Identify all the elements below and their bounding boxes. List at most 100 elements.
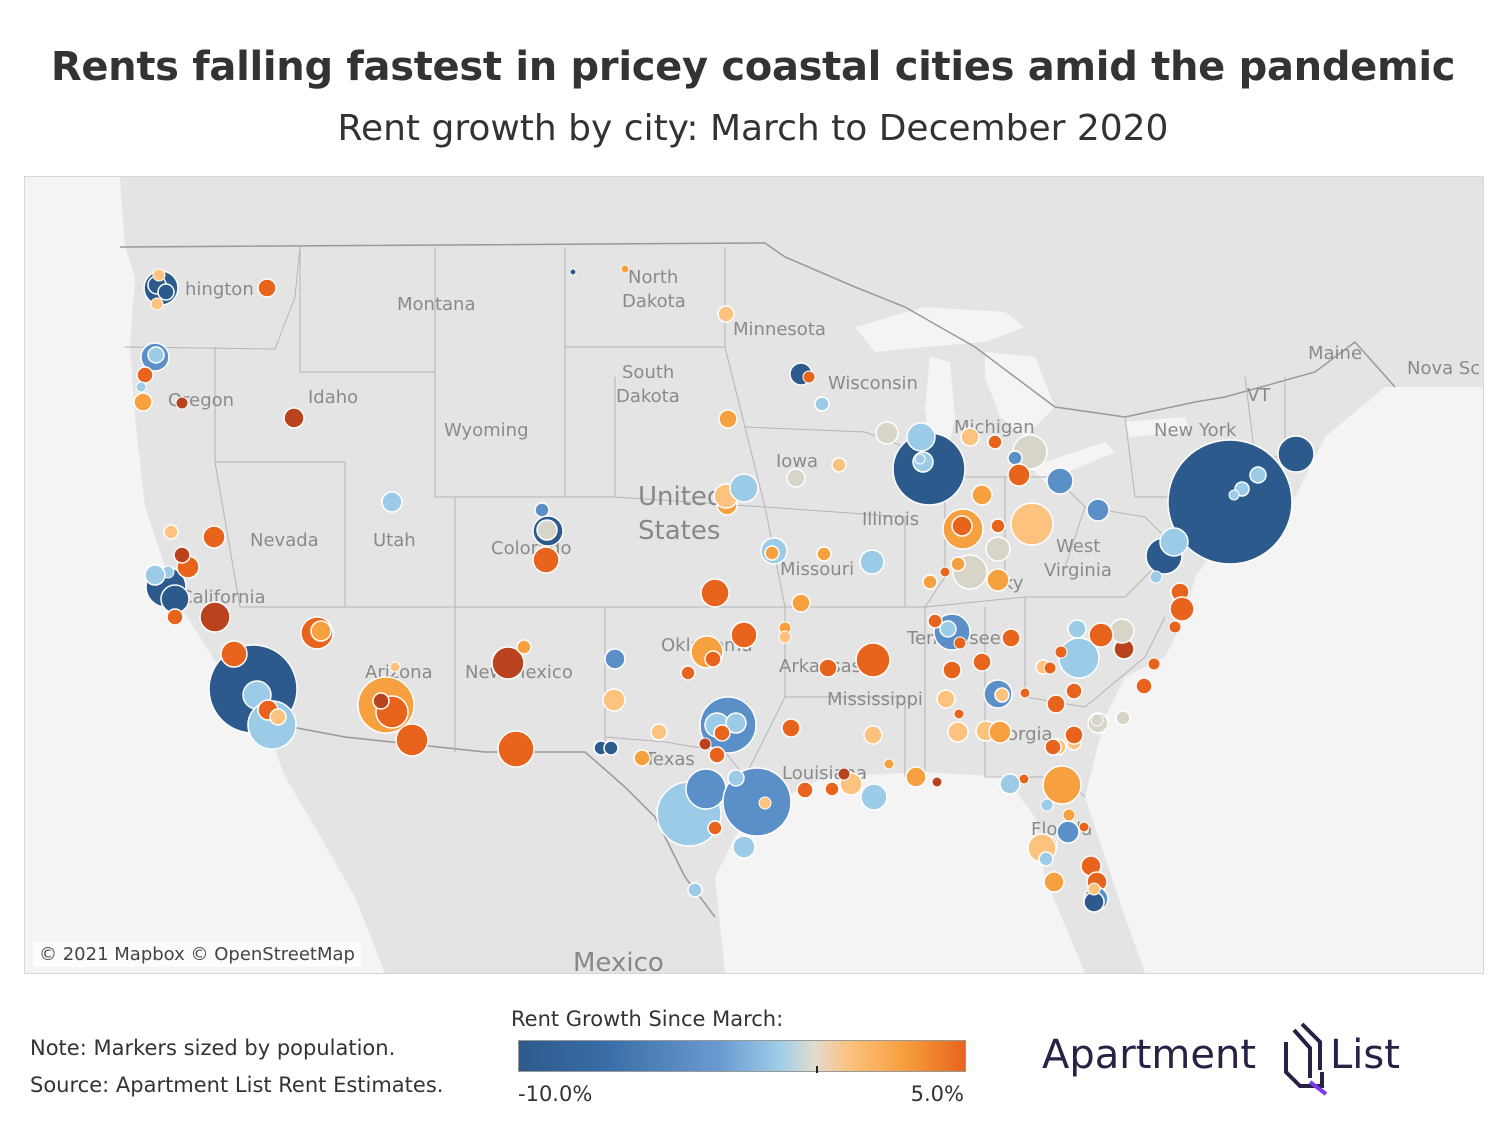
city-marker[interactable] bbox=[136, 366, 154, 384]
city-marker[interactable] bbox=[1046, 467, 1074, 495]
city-marker[interactable] bbox=[936, 689, 956, 709]
city-marker[interactable] bbox=[732, 835, 756, 859]
city-marker[interactable] bbox=[144, 564, 166, 586]
city-marker[interactable] bbox=[536, 519, 558, 541]
city-marker[interactable] bbox=[175, 396, 189, 410]
city-marker[interactable] bbox=[395, 723, 429, 757]
city-marker[interactable] bbox=[764, 545, 780, 561]
city-marker[interactable] bbox=[1147, 657, 1161, 671]
city-marker[interactable] bbox=[707, 820, 723, 836]
city-marker[interactable] bbox=[905, 766, 927, 788]
city-marker[interactable] bbox=[994, 687, 1010, 703]
city-marker[interactable] bbox=[863, 725, 883, 745]
city-marker[interactable] bbox=[730, 621, 758, 649]
city-marker[interactable] bbox=[708, 746, 726, 764]
city-marker[interactable] bbox=[163, 524, 179, 540]
city-marker[interactable] bbox=[1064, 725, 1084, 745]
city-marker[interactable] bbox=[906, 422, 936, 452]
city-marker[interactable] bbox=[497, 730, 535, 768]
city-marker[interactable] bbox=[516, 639, 532, 655]
city-marker[interactable] bbox=[931, 776, 943, 788]
city-marker[interactable] bbox=[859, 549, 885, 575]
city-marker[interactable] bbox=[680, 665, 696, 681]
city-marker[interactable] bbox=[603, 740, 619, 756]
city-marker[interactable] bbox=[604, 648, 626, 670]
city-marker[interactable] bbox=[1228, 489, 1240, 501]
city-marker[interactable] bbox=[987, 434, 1003, 450]
city-marker[interactable] bbox=[990, 518, 1006, 534]
city-marker[interactable] bbox=[1044, 738, 1062, 756]
city-marker[interactable] bbox=[310, 620, 332, 642]
city-marker[interactable] bbox=[1007, 463, 1031, 487]
city-marker[interactable] bbox=[802, 370, 816, 384]
city-marker[interactable] bbox=[972, 652, 992, 672]
city-marker[interactable] bbox=[147, 346, 165, 364]
city-marker[interactable] bbox=[1046, 694, 1066, 714]
city-marker[interactable] bbox=[950, 556, 966, 572]
city-marker[interactable] bbox=[939, 620, 957, 638]
city-marker[interactable] bbox=[1088, 622, 1114, 648]
city-marker[interactable] bbox=[372, 692, 390, 710]
city-marker[interactable] bbox=[831, 457, 847, 473]
city-marker[interactable] bbox=[534, 502, 550, 518]
city-marker[interactable] bbox=[1065, 682, 1083, 700]
city-marker[interactable] bbox=[1040, 798, 1054, 812]
city-marker[interactable] bbox=[700, 578, 730, 608]
city-marker[interactable] bbox=[1062, 808, 1076, 822]
city-marker[interactable] bbox=[1001, 628, 1021, 648]
city-marker[interactable] bbox=[269, 708, 287, 726]
city-marker[interactable] bbox=[717, 305, 735, 323]
city-marker[interactable] bbox=[569, 268, 577, 276]
city-marker[interactable] bbox=[1135, 677, 1153, 695]
city-marker[interactable] bbox=[713, 724, 731, 742]
city-marker[interactable] bbox=[1109, 618, 1135, 644]
city-marker[interactable] bbox=[837, 767, 851, 781]
city-marker[interactable] bbox=[988, 720, 1012, 744]
city-marker[interactable] bbox=[1007, 450, 1023, 466]
city-marker[interactable] bbox=[1149, 570, 1163, 584]
city-marker[interactable] bbox=[620, 264, 630, 274]
city-marker[interactable] bbox=[1078, 821, 1090, 833]
city-marker[interactable] bbox=[1115, 710, 1131, 726]
city-marker[interactable] bbox=[818, 658, 838, 678]
city-marker[interactable] bbox=[951, 515, 973, 537]
city-marker[interactable] bbox=[999, 773, 1021, 795]
city-marker[interactable] bbox=[1043, 871, 1065, 893]
city-marker[interactable] bbox=[953, 636, 967, 650]
city-marker[interactable] bbox=[633, 749, 651, 767]
city-marker[interactable] bbox=[283, 407, 305, 429]
city-marker[interactable] bbox=[1043, 661, 1057, 675]
city-marker[interactable] bbox=[824, 781, 840, 797]
city-marker[interactable] bbox=[781, 718, 801, 738]
city-marker[interactable] bbox=[939, 566, 951, 578]
city-marker[interactable] bbox=[758, 796, 772, 810]
city-marker[interactable] bbox=[953, 708, 965, 720]
city-marker[interactable] bbox=[1090, 713, 1104, 727]
city-marker[interactable] bbox=[157, 283, 175, 301]
city-marker[interactable] bbox=[650, 723, 668, 741]
city-marker[interactable] bbox=[914, 453, 926, 465]
city-marker[interactable] bbox=[202, 525, 226, 549]
city-marker[interactable] bbox=[791, 593, 811, 613]
city-marker[interactable] bbox=[704, 650, 722, 668]
city-marker[interactable] bbox=[199, 601, 231, 633]
city-marker[interactable] bbox=[152, 268, 166, 282]
city-marker[interactable] bbox=[1277, 435, 1315, 473]
city-marker[interactable] bbox=[220, 640, 248, 668]
city-marker[interactable] bbox=[883, 758, 895, 770]
city-marker[interactable] bbox=[816, 546, 832, 562]
city-marker[interactable] bbox=[1038, 851, 1054, 867]
city-marker[interactable] bbox=[725, 712, 747, 734]
city-marker[interactable] bbox=[135, 381, 147, 393]
city-marker[interactable] bbox=[729, 473, 759, 503]
city-marker[interactable] bbox=[1087, 882, 1101, 896]
city-marker[interactable] bbox=[1010, 502, 1054, 546]
map-attribution[interactable]: © 2021 Mapbox © OpenStreetMap bbox=[33, 942, 361, 967]
city-marker[interactable] bbox=[814, 396, 830, 412]
city-marker[interactable] bbox=[922, 574, 938, 590]
city-marker[interactable] bbox=[855, 642, 891, 678]
city-marker[interactable] bbox=[860, 783, 888, 811]
city-marker[interactable] bbox=[727, 769, 745, 787]
city-marker[interactable] bbox=[1054, 645, 1068, 659]
city-marker[interactable] bbox=[947, 721, 969, 743]
